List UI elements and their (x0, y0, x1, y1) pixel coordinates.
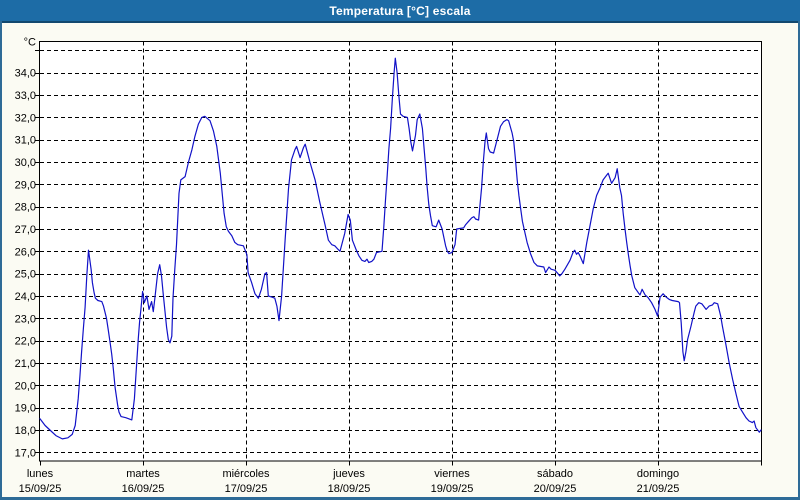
x-day-label: miércoles (222, 468, 270, 480)
title-bar: Temperatura [°C] escala (0, 0, 800, 23)
y-tick-label: 30,0 (15, 157, 36, 169)
y-tick-label: 20,0 (15, 380, 36, 392)
x-day-label: jueves (332, 468, 365, 480)
x-date-label: 16/09/25 (122, 483, 165, 495)
chart-title: Temperatura [°C] escala (329, 3, 471, 18)
x-date-label: 21/09/25 (637, 483, 680, 495)
x-date-label: 17/09/25 (225, 483, 268, 495)
x-day-label: viernes (434, 468, 470, 480)
y-tick-label: 26,0 (15, 246, 36, 258)
x-day-label: martes (126, 468, 160, 480)
y-tick-label: 24,0 (15, 291, 36, 303)
y-tick-label: 28,0 (15, 202, 36, 214)
x-date-label: 15/09/25 (19, 483, 62, 495)
y-tick-label: 29,0 (15, 179, 36, 191)
x-day-label: domingo (637, 468, 679, 480)
y-tick-label: 23,0 (15, 313, 36, 325)
x-date-label: 18/09/25 (328, 483, 371, 495)
x-day-label: lunes (27, 468, 54, 480)
y-tick-label: 27,0 (15, 224, 36, 236)
x-day-label: sábado (537, 468, 573, 480)
y-tick-label: 19,0 (15, 403, 36, 415)
y-tick-label: 31,0 (15, 135, 36, 147)
y-tick-label: 22,0 (15, 336, 36, 348)
y-tick-label: 17,0 (15, 447, 36, 459)
y-tick-label: 34,0 (15, 68, 36, 80)
y-tick-label: 33,0 (15, 90, 36, 102)
y-axis-unit-label: °C (24, 36, 36, 48)
y-tick-label: 32,0 (15, 112, 36, 124)
temperature-line (39, 57, 762, 440)
y-tick-label: 21,0 (15, 358, 36, 370)
x-date-label: 20/09/25 (534, 483, 577, 495)
y-tick-label: 18,0 (15, 425, 36, 437)
y-tick-label: 25,0 (15, 269, 36, 281)
x-date-label: 19/09/25 (431, 483, 474, 495)
